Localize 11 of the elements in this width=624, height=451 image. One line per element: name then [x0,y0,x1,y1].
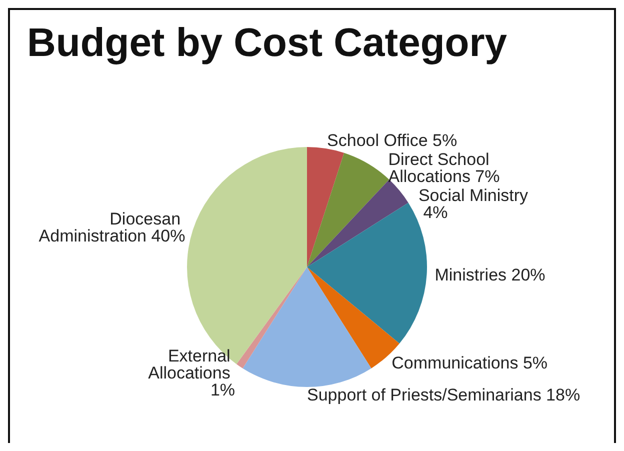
slice-label: Support of Priests/Seminarians 18% [307,386,580,404]
slice-label: Diocesan Administration 40% [38,209,186,246]
data-label: 1% [210,380,236,400]
slice-label: External Allocations [148,346,236,382]
slice-label: Ministries 20% [434,266,546,285]
chart-title: Budget by Cost Category [27,21,508,65]
slice-label: School Office 5% [327,131,458,150]
slice-label: Communications 5% [392,354,548,373]
slice-label: Direct School Allocations 7% [388,150,500,186]
data-label: 4% [418,203,448,222]
slice-label: Social Ministry [418,186,529,206]
